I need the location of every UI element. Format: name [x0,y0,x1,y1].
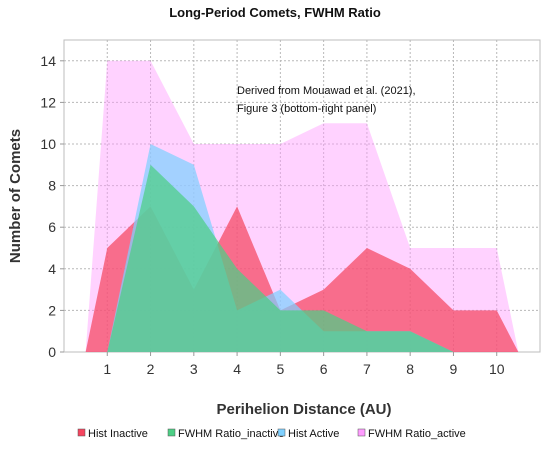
x-tick-label: 6 [320,361,328,377]
y-tick-label: 6 [48,219,56,235]
x-tick-label: 1 [103,361,111,377]
area-fwhm-ratio-inactive [107,164,454,352]
annotation-line-1: Derived from Mouawad et al. (2021), [237,85,416,97]
chart-title: Long-Period Comets, FWHM Ratio [169,5,381,20]
x-tick-label: 2 [147,361,155,377]
legend-label-fwhm-ratio-active: FWHM Ratio_active [368,428,466,440]
y-tick-label: 2 [48,302,56,318]
legend-swatch-fwhm-ratio-inactive [167,428,176,437]
x-tick-label: 9 [450,361,458,377]
y-tick-label: 10 [40,136,56,152]
legend-label-fwhm-ratio-inactive: FWHM Ratio_inactive [178,428,284,440]
legend-swatch-fwhm-ratio-active [357,428,366,437]
area-series [85,60,519,353]
y-axis-label: Number of Comets [7,129,24,263]
x-tick-label: 3 [190,361,198,377]
y-tick-label: 8 [48,178,56,194]
legend-label-hist-active: Hist Active [288,428,339,440]
x-tick-label: 10 [489,361,505,377]
x-tick-label: 4 [233,361,241,377]
legend-swatch-hist-inactive [77,428,86,437]
y-tick-label: 12 [40,94,56,110]
legend: Hist Inactive FWHM Ratio_inactive Hist Act… [77,428,466,440]
x-tick-label: 5 [276,361,284,377]
legend-label-hist-inactive: Hist Inactive [88,428,148,440]
annotation-line-2: Figure 3 (bottom-right panel) [237,103,376,115]
y-tick-label: 0 [48,344,56,360]
y-tick-label: 14 [40,53,56,69]
legend-swatch-hist-active [277,428,286,437]
x-axis-label: Perihelion Distance (AU) [216,401,391,418]
x-tick-label: 7 [363,361,371,377]
x-tick-label: 8 [406,361,414,377]
y-tick-label: 4 [48,261,56,277]
